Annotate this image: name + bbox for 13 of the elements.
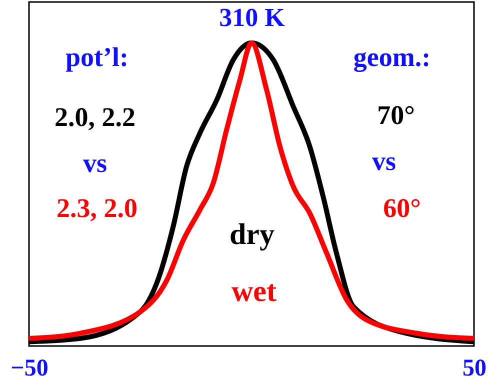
annotation: pot’l: — [66, 42, 128, 72]
annotation: 2.0, 2.2 — [54, 102, 136, 132]
x-tick-label: 50 — [462, 356, 486, 382]
annotation: vs — [82, 148, 108, 178]
annotation: geom.: — [353, 42, 431, 72]
annotation: 70° — [377, 100, 415, 130]
x-tick-label: −50 — [10, 356, 48, 382]
annotation: 2.3, 2.0 — [56, 193, 138, 223]
series-label: wet — [232, 275, 276, 308]
series-label: dry — [230, 218, 274, 251]
annotation: vs — [372, 146, 396, 176]
chart-title: 310 K — [219, 3, 286, 32]
annotation: 60° — [383, 193, 421, 223]
